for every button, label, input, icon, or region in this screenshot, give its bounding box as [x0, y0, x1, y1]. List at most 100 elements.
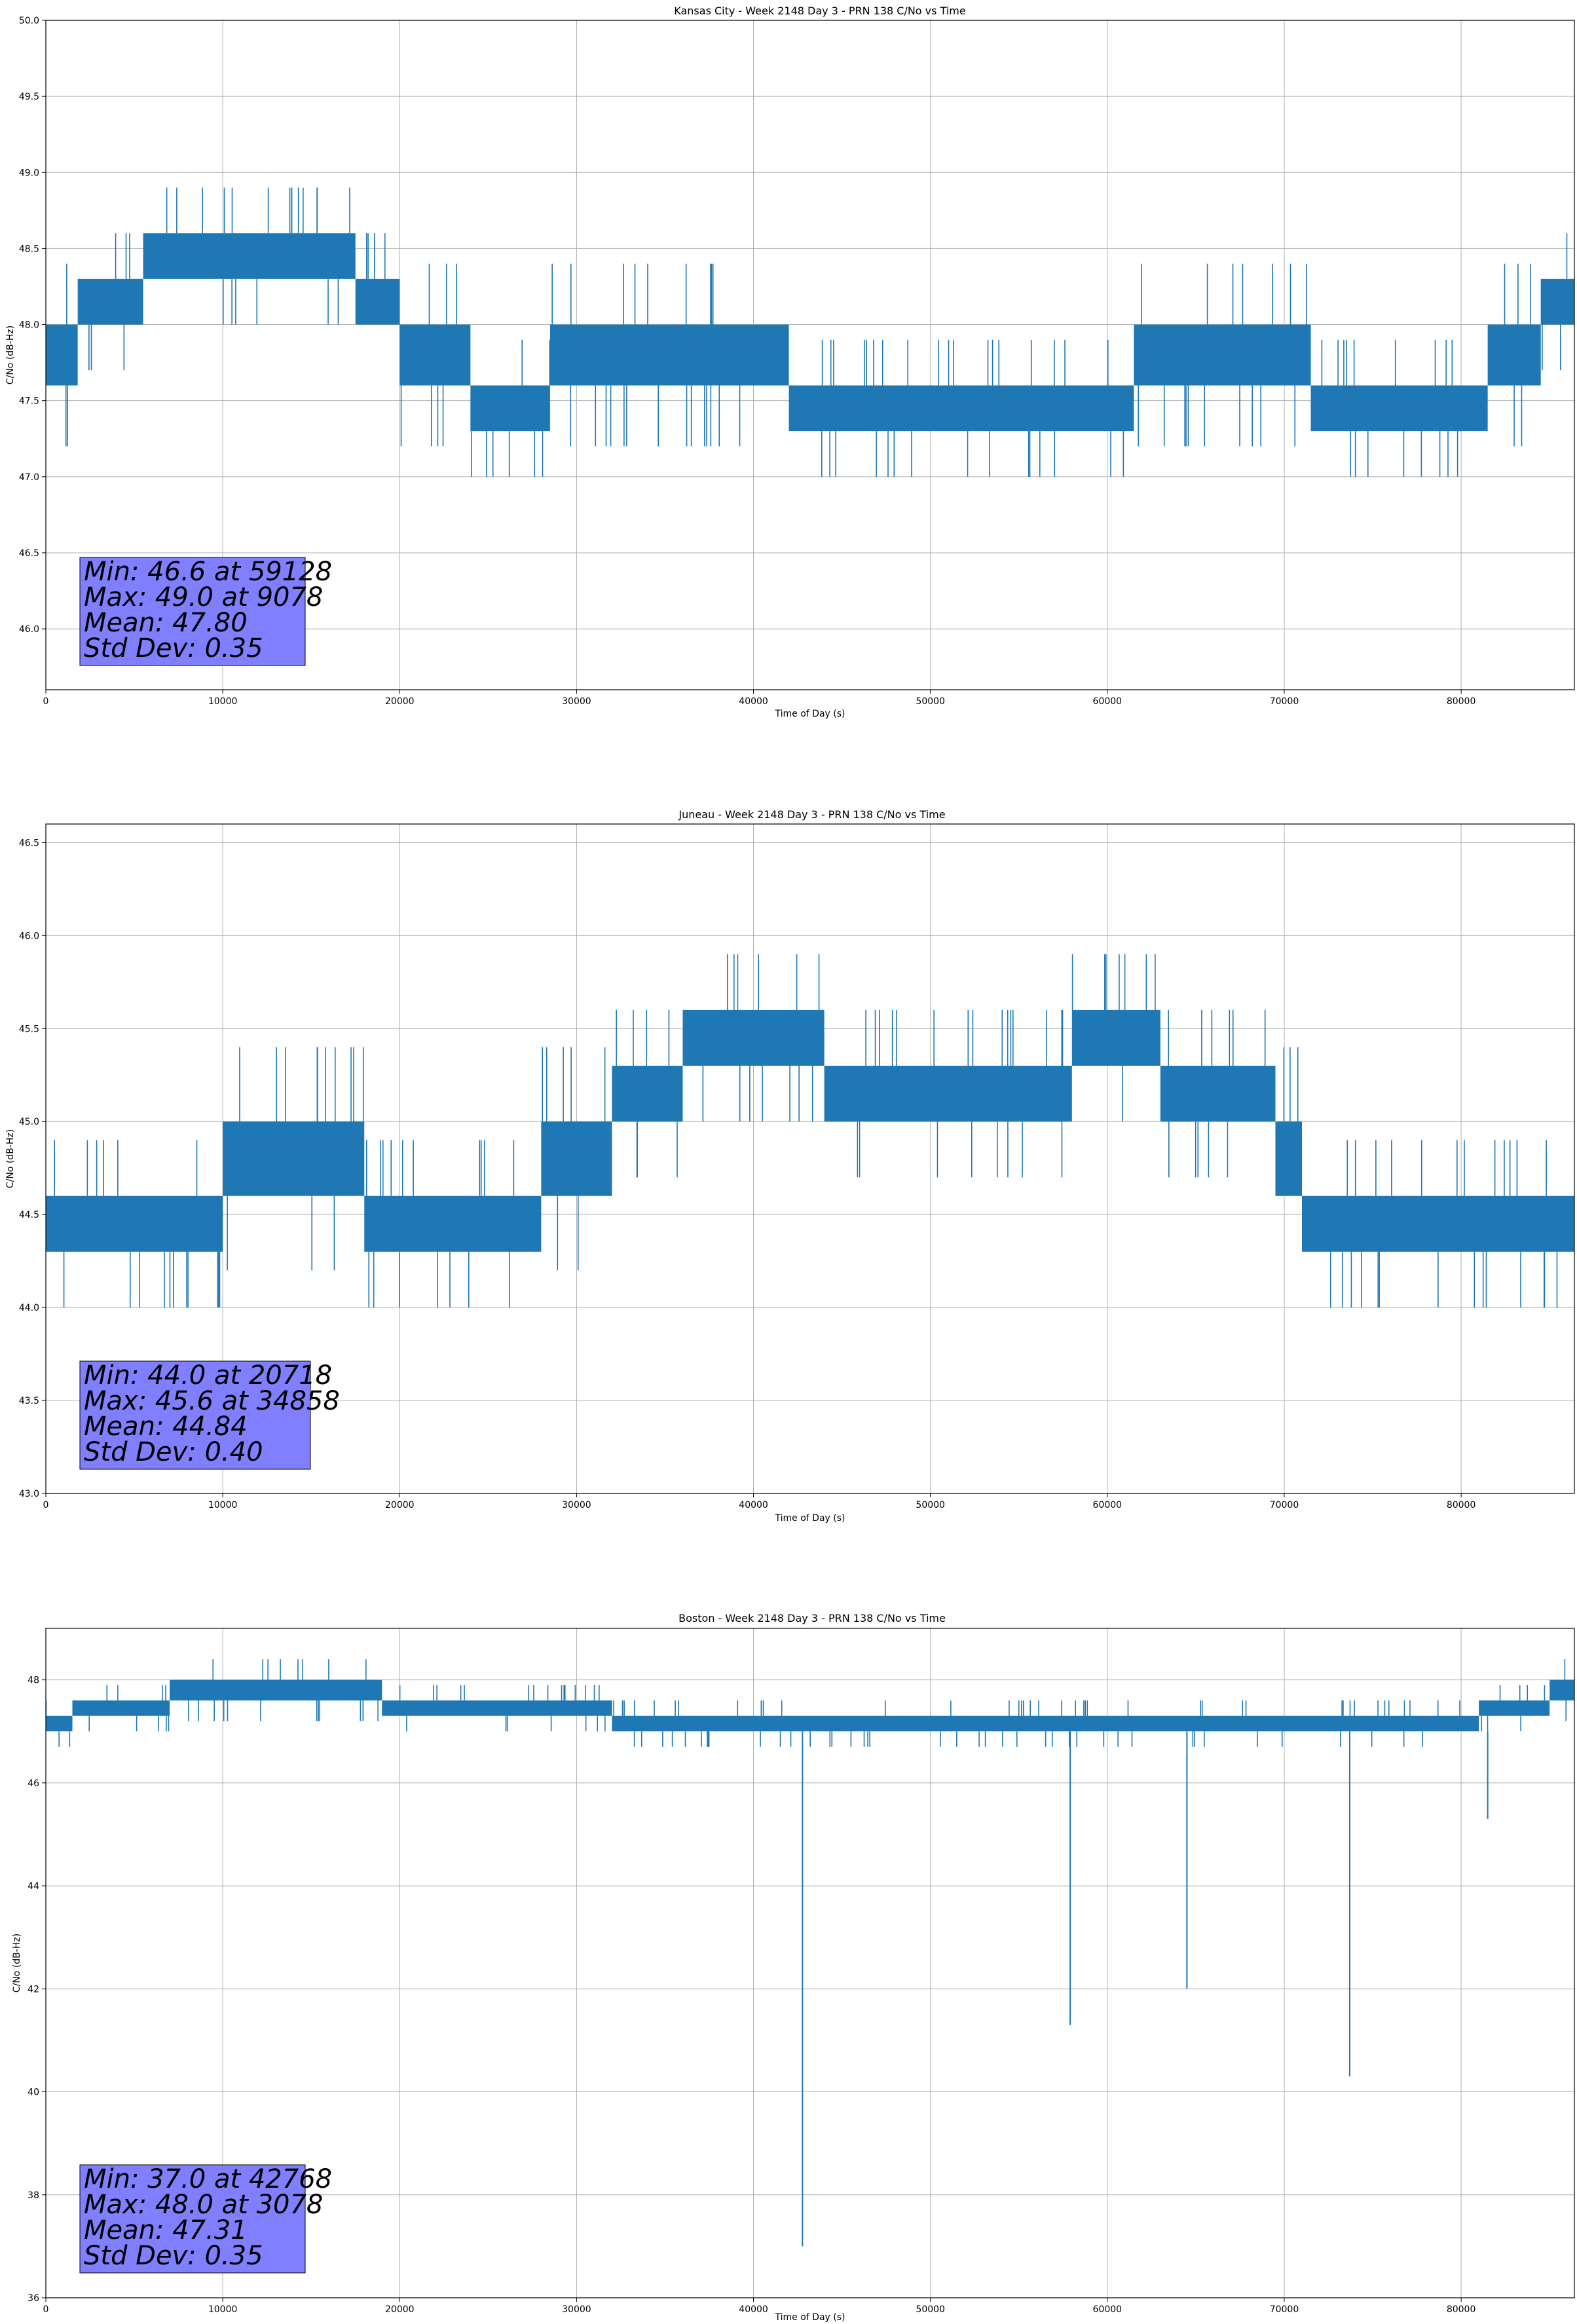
data-band [46, 324, 78, 386]
chart-panel-juneau: Juneau - Week 2148 Day 3 - PRN 138 C/No … [5, 808, 1575, 1524]
y-tick-label: 36 [28, 2293, 39, 2304]
x-tick-label: 20000 [385, 696, 415, 707]
stats-min: Min: 37.0 at 42768 [84, 2164, 332, 2194]
y-tick-label: 46.5 [19, 838, 39, 848]
data-band [143, 233, 356, 279]
data-band [1549, 1679, 1574, 1701]
chart-title: Kansas City - Week 2148 Day 3 - PRN 138 … [674, 5, 965, 17]
data-band [788, 385, 1134, 432]
x-tick-label: 30000 [562, 696, 591, 707]
y-axis-ticks: 36 38 40 42 44 46 48 [28, 1676, 46, 2304]
noise-lines [1481, 1685, 1546, 1732]
noise-lines [1329, 1140, 1558, 1308]
data-band [824, 1066, 1072, 1122]
x-axis-label: Time of Day (s) [775, 2312, 845, 2323]
noise-lines [54, 1140, 221, 1308]
noise-lines [821, 339, 1124, 477]
x-tick-label: 60000 [1093, 1500, 1122, 1510]
stats-mean: Mean: 47.80 [84, 608, 248, 638]
x-axis-label: Time of Day (s) [775, 1513, 845, 1524]
data-series [46, 954, 1574, 1308]
plot-frame [45, 20, 1575, 690]
stats-min: Min: 44.0 at 20718 [84, 1360, 332, 1391]
data-band [682, 1009, 825, 1066]
plot-frame [45, 1628, 1575, 2298]
y-tick-label: 38 [28, 2190, 39, 2201]
noise-lines [551, 263, 741, 447]
x-tick-label: 60000 [1093, 696, 1122, 707]
noise-lines [1321, 339, 1458, 477]
noise-lines [366, 1140, 515, 1308]
noise-lines [1564, 1659, 1567, 1721]
noise-lines [613, 1700, 1460, 1747]
y-tick-label: 48.5 [19, 244, 39, 254]
y-tick-label: 49.5 [19, 92, 39, 102]
data-band [1275, 1121, 1302, 1196]
data-band [470, 385, 550, 432]
stats-box-background [79, 2164, 306, 2274]
x-axis-ticks: 0 10000 20000 30000 40000 50000 60000 70000 8000… [43, 690, 1476, 707]
y-axis-label: C/No (dB-Hz) [12, 1934, 22, 1993]
x-axis-ticks: 0 10000 20000 30000 40000 50000 60000 70000 8000… [43, 2298, 1476, 2315]
data-band [364, 1195, 542, 1252]
data-band [1479, 1700, 1550, 1716]
x-tick-label: 80000 [1447, 2304, 1476, 2315]
stats-max: Max: 45.6 at 34858 [84, 1386, 340, 1416]
data-band [355, 278, 400, 325]
x-tick-label: 10000 [208, 2304, 238, 2315]
y-tick-label: 42 [28, 1984, 39, 1995]
data-band [1301, 1195, 1574, 1252]
x-tick-label: 0 [43, 696, 49, 707]
noise-lines [399, 1685, 606, 1732]
noise-lines [166, 187, 350, 325]
noise-lines [1542, 233, 1568, 371]
data-band [399, 324, 471, 386]
x-tick-label: 0 [43, 2304, 49, 2315]
noise-lines [616, 1009, 678, 1178]
chart-title: Boston - Week 2148 Day 3 - PRN 138 C/No … [678, 1612, 946, 1624]
data-band [46, 1195, 223, 1252]
y-tick-label: 44 [28, 1881, 39, 1892]
x-tick-label: 50000 [916, 2304, 945, 2315]
y-tick-label: 50.0 [19, 16, 39, 26]
x-tick-label: 70000 [1270, 2304, 1299, 2315]
x-tick-label: 40000 [739, 1500, 768, 1510]
y-tick-label: 45.5 [19, 1024, 39, 1034]
stats-max: Max: 48.0 at 3078 [84, 2190, 323, 2220]
y-tick-label: 44.0 [19, 1303, 39, 1313]
x-tick-label: 10000 [208, 1500, 238, 1510]
stats-max: Max: 49.0 at 9078 [84, 582, 323, 612]
y-tick-label: 47.0 [19, 472, 39, 483]
stats-std: Std Dev: 0.40 [84, 1437, 263, 1467]
stats-mean: Mean: 47.31 [84, 2215, 248, 2245]
y-tick-label: 48.0 [19, 320, 39, 331]
y-tick-label: 49.0 [19, 168, 39, 178]
x-tick-label: 70000 [1270, 696, 1299, 707]
stats-mean: Mean: 44.84 [84, 1412, 248, 1442]
x-axis-label: Time of Day (s) [775, 709, 845, 719]
data-band [72, 1700, 170, 1716]
x-tick-label: 60000 [1093, 2304, 1122, 2315]
noise-lines [365, 233, 386, 279]
data-series [45, 1659, 1574, 2247]
noise-lines [1504, 263, 1532, 447]
data-band [223, 1121, 365, 1196]
stats-std: Std Dev: 0.35 [84, 633, 263, 664]
data-band [549, 324, 789, 386]
stats-min: Min: 46.6 at 59128 [84, 557, 332, 587]
noise-lines [1138, 263, 1307, 447]
data-band [541, 1121, 612, 1196]
stats-box: Min: 46.6 at 59128 Max: 49.0 at 9078 Mea… [79, 557, 332, 666]
chart-panel-kansas-city: Kansas City - Week 2148 Day 3 - PRN 138 … [5, 5, 1575, 719]
data-band [1540, 278, 1574, 325]
noise-lines [227, 1047, 364, 1271]
data-band [1134, 324, 1311, 386]
x-tick-label: 70000 [1270, 1500, 1299, 1510]
y-tick-label: 44.5 [19, 1210, 39, 1220]
x-tick-label: 50000 [916, 1500, 945, 1510]
y-axis-ticks: 46.0 46.5 47.0 47.5 48.0 48.5 49.0 49.5 50.0 [19, 16, 46, 635]
x-tick-label: 30000 [562, 1500, 591, 1510]
x-tick-label: 80000 [1447, 696, 1476, 707]
y-tick-label: 47.5 [19, 396, 39, 407]
stats-box-background [79, 557, 306, 666]
